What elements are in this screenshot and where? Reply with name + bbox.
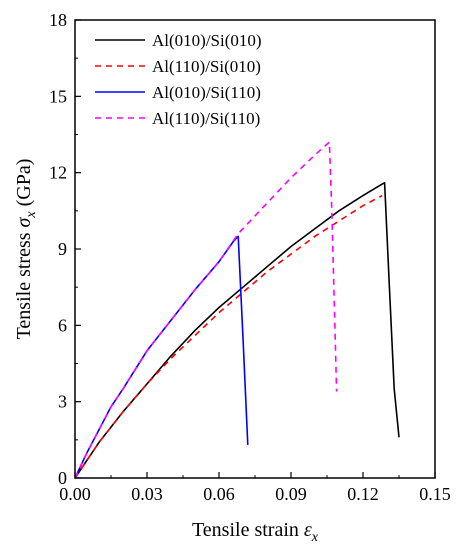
y-tick-label: 15 xyxy=(49,86,67,106)
axis-ticks: 0.00 0.03 0.06 0.09 0.12 0.15 0 3 6 9 12 15 18 xyxy=(49,10,451,504)
legend-label: Al(010)/Si(010) xyxy=(152,31,262,50)
legend: Al(010)/Si(010) Al(110)/Si(010) Al(010)/Si… xyxy=(95,31,262,128)
x-tick-label: 0.06 xyxy=(203,484,235,504)
series-line-4 xyxy=(74,141,338,479)
x-tick-label: 0.15 xyxy=(419,484,451,504)
series-lines xyxy=(74,141,400,479)
legend-label: Al(110)/Si(110) xyxy=(152,109,260,128)
x-axis-title: Tensile strain εx xyxy=(192,519,319,545)
x-tick-label: 0.09 xyxy=(275,484,307,504)
y-tick-label: 0 xyxy=(58,468,67,488)
legend-label: Al(110)/Si(010) xyxy=(152,57,261,76)
y-tick-label: 3 xyxy=(58,392,67,412)
y-tick-label: 9 xyxy=(58,239,67,259)
x-tick-label: 0.12 xyxy=(347,484,379,504)
y-tick-label: 18 xyxy=(49,10,67,30)
series-line-1 xyxy=(74,182,400,479)
y-tick-label: 12 xyxy=(49,163,67,183)
legend-label: Al(010)/Si(110) xyxy=(152,83,261,102)
y-axis-title: Tensile stress σx (GPa) xyxy=(13,159,39,340)
x-tick-label: 0.00 xyxy=(59,484,91,504)
series-line-2 xyxy=(74,194,383,479)
series-line-3 xyxy=(74,235,249,479)
x-tick-label: 0.03 xyxy=(131,484,163,504)
y-tick-label: 6 xyxy=(58,315,67,335)
